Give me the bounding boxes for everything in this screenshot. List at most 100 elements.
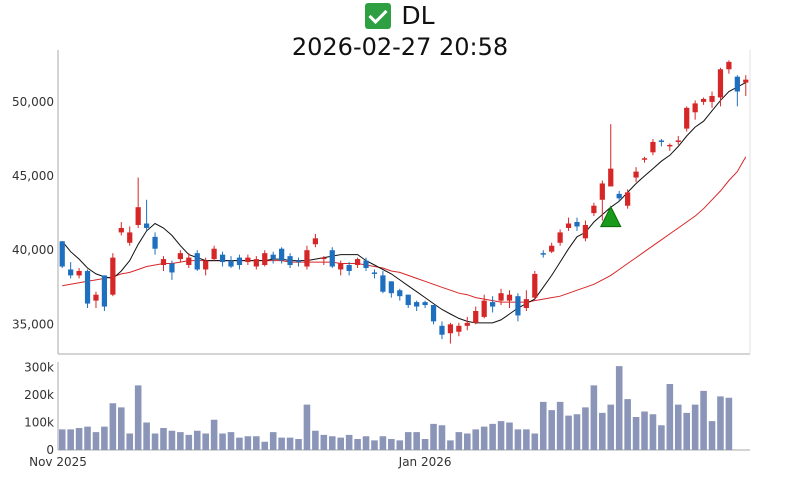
volume-bar <box>177 432 184 450</box>
candle-body <box>515 296 521 316</box>
short-moving-average-line <box>61 82 747 324</box>
candle-body <box>397 290 403 297</box>
volume-bar <box>523 429 530 450</box>
volume-bar <box>683 412 690 450</box>
candle-body <box>262 253 268 266</box>
candle-body <box>338 263 344 270</box>
volume-bar <box>227 432 235 450</box>
candle-body <box>489 302 496 307</box>
candle-body <box>684 107 690 129</box>
candle-body <box>582 224 589 239</box>
volume-bar <box>261 441 269 450</box>
candle-body <box>717 69 724 98</box>
candle-body <box>734 76 740 92</box>
candle-body <box>135 207 141 225</box>
candle-body <box>608 168 614 187</box>
candle-body <box>709 95 715 102</box>
volume-bar <box>379 436 387 450</box>
volume-bar <box>624 399 631 450</box>
candle-body <box>295 260 302 263</box>
candle-body <box>549 245 555 252</box>
volume-tick-label: 200k <box>24 388 54 402</box>
volume-bar <box>565 415 572 450</box>
candle-body <box>388 281 394 294</box>
candle-body <box>439 325 445 335</box>
volume-bar <box>641 411 648 450</box>
candle-body <box>591 205 597 214</box>
price-panel: 35,000 40,000 45,000 50,000 <box>12 50 751 355</box>
volume-bar <box>143 422 150 450</box>
candle-body <box>532 273 538 298</box>
candle-body <box>245 257 251 263</box>
volume-bar <box>556 401 564 450</box>
title-line: DL <box>0 0 800 32</box>
volume-bar <box>269 432 277 450</box>
chart-header: DL 2026-02-27 20:58 <box>0 0 800 62</box>
candle-body <box>616 193 622 199</box>
buy-signal-marker <box>599 205 622 228</box>
candle-body <box>194 253 200 270</box>
candle-body <box>118 227 124 233</box>
candle-body <box>312 238 319 245</box>
candle-body <box>329 250 335 267</box>
volume-bar <box>118 407 125 450</box>
volume-bar <box>430 423 437 450</box>
volume-bar <box>84 426 91 450</box>
candle-body <box>650 141 656 153</box>
price-tick-label: 50,000 <box>12 95 54 109</box>
date-tick-label: Nov 2025 <box>29 455 87 469</box>
volume-bar <box>607 404 615 450</box>
candle-body <box>253 259 259 267</box>
volume-bar <box>472 429 480 450</box>
candle-body <box>641 158 648 160</box>
volume-bar <box>126 433 134 450</box>
volume-bar <box>75 428 83 450</box>
volume-bar <box>134 385 142 450</box>
price-tick-label: 40,000 <box>12 243 54 257</box>
candle-body <box>321 257 327 260</box>
volume-bar <box>489 423 496 450</box>
volume-bar <box>539 401 547 450</box>
volume-bar <box>286 437 294 450</box>
volume-bar <box>455 432 463 450</box>
candle-body <box>557 232 563 243</box>
volume-bar <box>497 421 505 450</box>
volume-bar <box>236 437 243 450</box>
volume-bar <box>253 436 260 450</box>
candle-body <box>211 248 217 260</box>
volume-bar <box>303 404 311 450</box>
price-tick-label: 45,000 <box>12 169 54 183</box>
candle-body <box>203 260 209 270</box>
candle-body <box>506 294 513 301</box>
chart-subtitle: 2026-02-27 20:58 <box>291 33 509 61</box>
volume-bar <box>413 432 420 450</box>
check-mark-icon <box>365 3 392 29</box>
candle-body <box>110 257 116 295</box>
candle-body <box>143 223 150 228</box>
candle-body <box>287 256 293 266</box>
candle-body <box>726 61 732 70</box>
candle-body <box>363 260 369 268</box>
candle-body <box>540 253 546 255</box>
volume-bar <box>101 426 108 450</box>
candle-body <box>574 222 580 227</box>
candle-body <box>346 265 352 271</box>
volume-bar <box>320 434 328 450</box>
volume-bar <box>388 439 395 450</box>
volume-bar <box>447 440 454 450</box>
volume-bar <box>328 436 336 450</box>
candle-body <box>160 259 167 266</box>
volume-tick-label: 300k <box>24 361 54 375</box>
volume-bar <box>599 412 606 450</box>
volume-bar <box>312 430 319 450</box>
volume-bar <box>151 433 159 450</box>
volume-bar <box>396 440 404 450</box>
volume-bar <box>480 426 488 450</box>
volume-bar <box>548 410 555 450</box>
candle-body <box>127 232 133 243</box>
candle-body <box>236 257 243 266</box>
candle-body <box>93 294 99 301</box>
candle-body <box>658 140 665 142</box>
volume-bar <box>58 429 66 450</box>
volume-bar <box>193 430 201 450</box>
